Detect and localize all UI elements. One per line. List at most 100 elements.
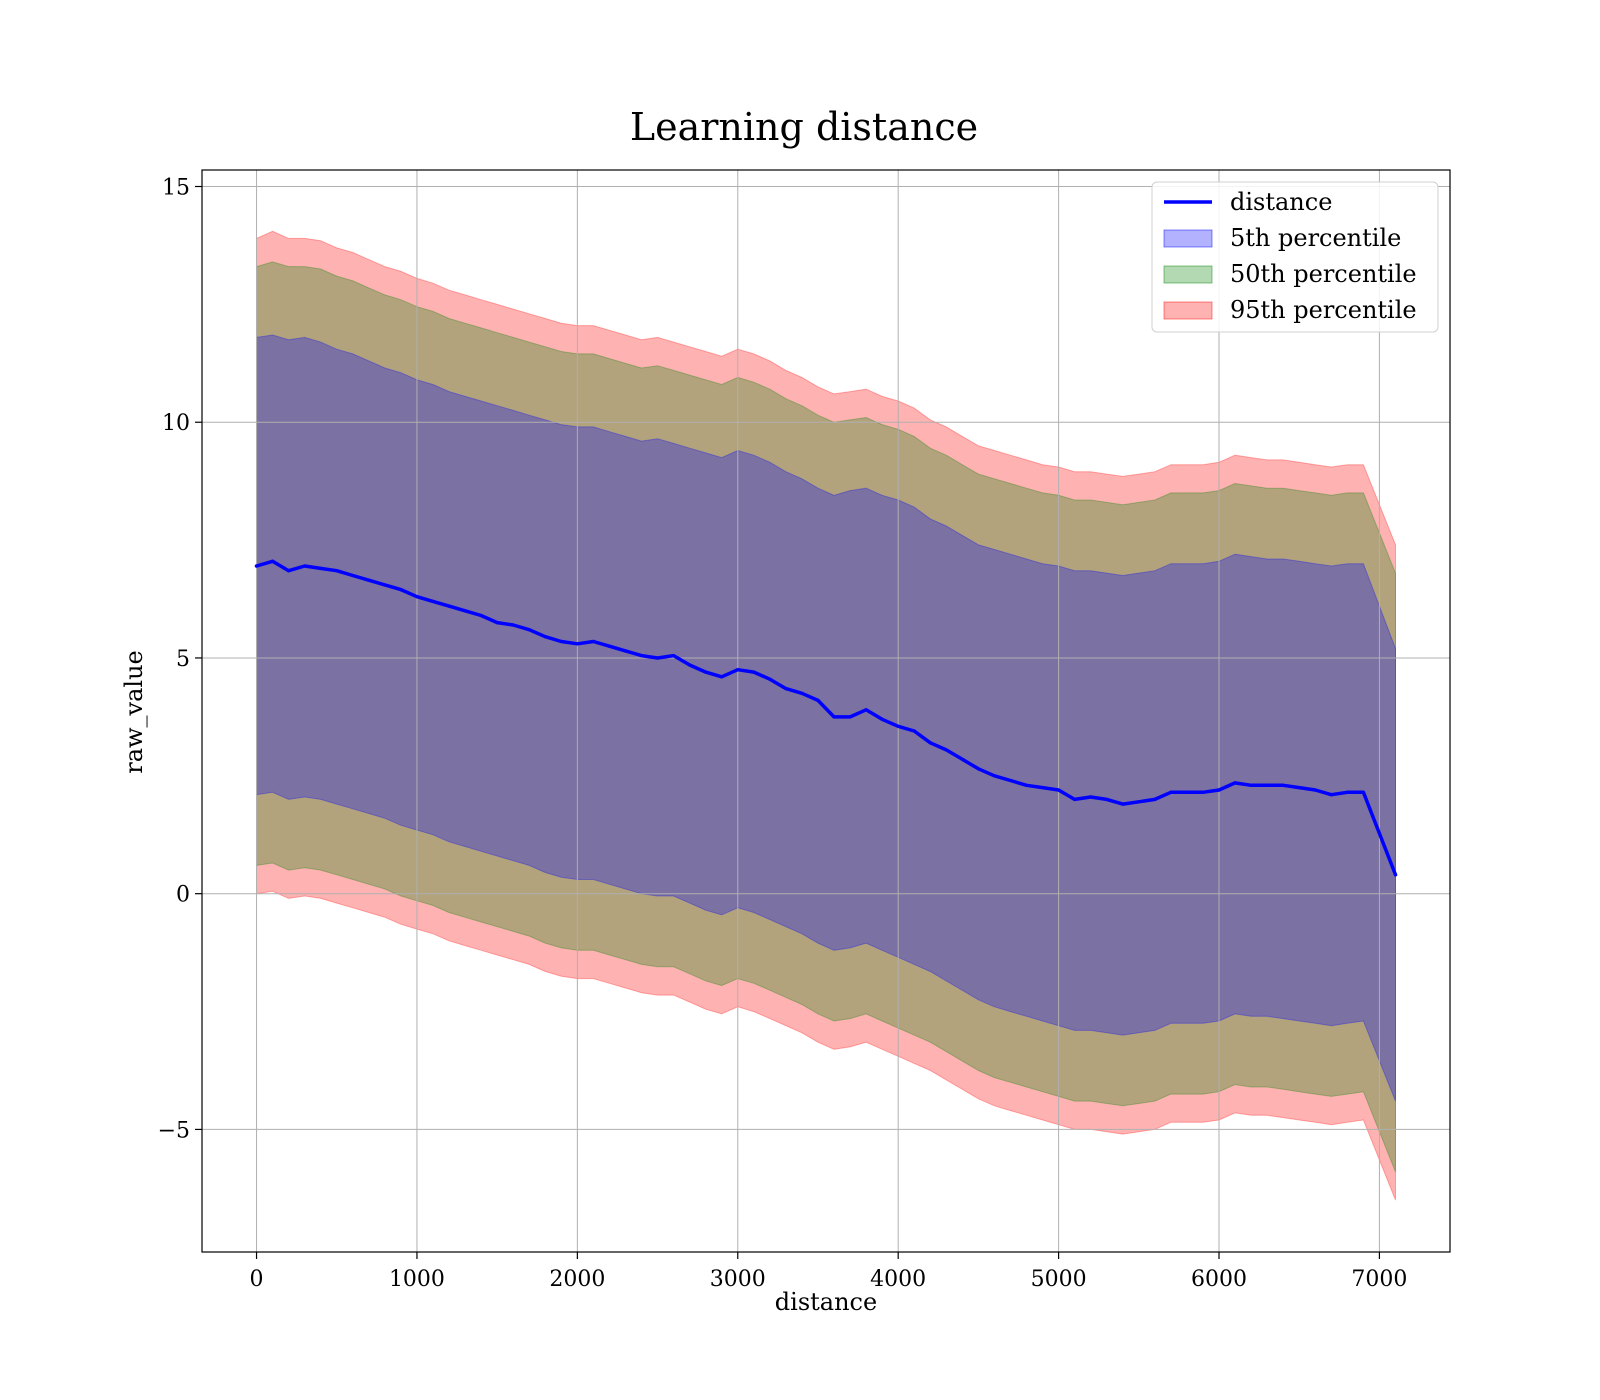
x-tick-label: 3000 xyxy=(710,1267,766,1292)
data-point xyxy=(1089,795,1093,799)
y-tick-label: −5 xyxy=(158,1118,190,1143)
data-point xyxy=(367,578,371,582)
data-point xyxy=(623,649,628,653)
band-95th-percentile xyxy=(256,230,1396,1201)
series-points xyxy=(254,559,1398,877)
data-point xyxy=(960,757,964,761)
data-point xyxy=(1217,788,1221,792)
data-point xyxy=(656,656,660,660)
legend-label: 95th percentile xyxy=(1230,296,1417,324)
data-point xyxy=(784,687,788,691)
legend-patch-swatch xyxy=(1163,229,1213,248)
data-point xyxy=(1249,783,1253,787)
grid-layer xyxy=(202,170,1450,1252)
data-point xyxy=(912,729,916,733)
line-layer xyxy=(254,559,1398,877)
x-tick-label: 1000 xyxy=(389,1267,445,1292)
data-point xyxy=(254,564,259,568)
data-point xyxy=(303,564,307,568)
data-point xyxy=(591,639,596,644)
data-point xyxy=(736,668,740,672)
data-point xyxy=(335,569,339,573)
data-point xyxy=(1361,790,1365,794)
data-point xyxy=(383,583,387,587)
data-point xyxy=(639,654,644,658)
data-point xyxy=(672,654,676,658)
data-point xyxy=(1313,788,1317,792)
data-point xyxy=(1185,790,1189,794)
y-tick-label: 0 xyxy=(176,883,190,908)
data-point xyxy=(1073,797,1077,802)
x-axis-label: distance xyxy=(775,1288,877,1316)
data-point xyxy=(752,670,756,674)
data-point xyxy=(976,767,981,771)
y-tick-label: 15 xyxy=(162,176,190,201)
data-point xyxy=(688,663,692,667)
plot-area xyxy=(202,170,1450,1252)
plot-frame xyxy=(201,169,1451,1253)
x-tick-label: 6000 xyxy=(1191,1267,1247,1292)
legend-label: 5th percentile xyxy=(1230,224,1401,252)
data-point xyxy=(1008,778,1013,783)
x-tick-label: 7000 xyxy=(1351,1267,1407,1292)
ticks-layer: 0 1000 2000 3000 4000 5000 6000 7000 −5 0 5 10 15 xyxy=(158,176,1408,1292)
y-axis-label: raw_value xyxy=(120,650,148,774)
legend-patch-swatch xyxy=(1163,265,1213,284)
y-tick-label: 10 xyxy=(162,411,190,436)
data-point xyxy=(463,609,467,613)
y-tick-label: 5 xyxy=(176,647,190,672)
data-point xyxy=(768,677,772,681)
data-point xyxy=(415,595,419,599)
data-point xyxy=(832,715,836,719)
data-point xyxy=(479,613,483,618)
data-point xyxy=(800,691,804,695)
data-point xyxy=(1041,786,1045,790)
data-point xyxy=(1153,797,1157,802)
data-point xyxy=(1329,793,1333,797)
data-point xyxy=(720,675,724,679)
x-tick-label: 0 xyxy=(250,1267,264,1292)
data-point xyxy=(1057,788,1061,792)
data-point xyxy=(880,717,884,721)
data-point xyxy=(287,569,291,573)
data-point xyxy=(896,724,900,728)
data-point xyxy=(704,670,708,674)
data-point xyxy=(1297,786,1301,790)
data-point xyxy=(543,635,547,639)
legend-label: distance xyxy=(1230,188,1332,216)
data-point xyxy=(1105,797,1109,802)
data-point xyxy=(816,698,820,703)
band-50th-percentile xyxy=(256,261,1396,1173)
data-point xyxy=(447,604,451,608)
legend-frame xyxy=(1151,181,1439,333)
data-point xyxy=(1265,783,1269,787)
bands-layer xyxy=(256,230,1396,1201)
data-point xyxy=(527,628,531,632)
data-point xyxy=(575,642,580,646)
data-point xyxy=(511,623,515,627)
x-tick-label: 5000 xyxy=(1031,1267,1087,1292)
data-point xyxy=(1201,790,1205,794)
band-5th-percentile xyxy=(256,334,1396,1102)
data-point xyxy=(607,644,612,648)
x-tick-label: 2000 xyxy=(549,1267,605,1292)
data-point xyxy=(1393,873,1398,877)
data-point xyxy=(848,715,852,719)
data-point xyxy=(1169,790,1173,794)
data-point xyxy=(271,559,275,563)
data-point xyxy=(1345,790,1349,794)
legend: distance 5th percentile 50th percentile 95t… xyxy=(1151,181,1439,333)
data-point xyxy=(319,566,323,571)
data-point xyxy=(495,621,499,625)
data-point xyxy=(1121,802,1125,806)
x-tick-label: 4000 xyxy=(870,1267,926,1292)
data-point xyxy=(992,774,997,778)
data-point xyxy=(1281,783,1285,787)
data-point xyxy=(1024,783,1029,787)
data-point xyxy=(864,708,868,712)
data-point xyxy=(351,573,355,578)
data-point xyxy=(431,599,435,604)
data-point xyxy=(559,639,563,644)
